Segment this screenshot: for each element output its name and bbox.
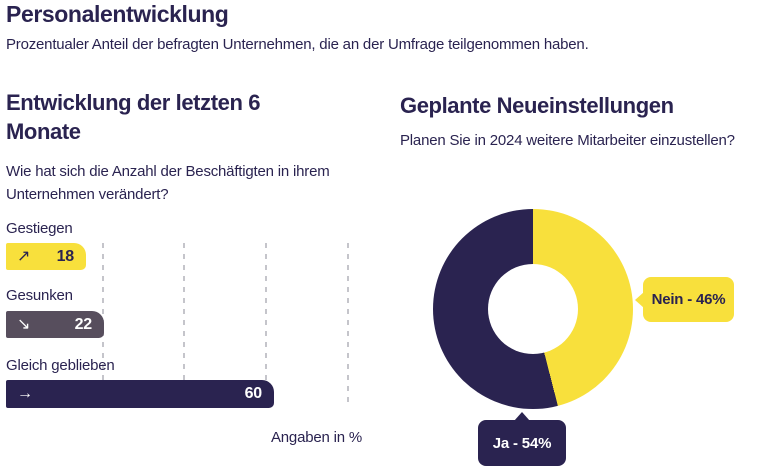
bar-gleich-geblieben: → 60	[6, 380, 274, 408]
gridline	[265, 243, 267, 407]
donut-chart-question: Planen Sie in 2024 weitere Mitarbeiter e…	[400, 132, 735, 149]
bar-value: 22	[74, 315, 93, 333]
donut-chart	[433, 209, 633, 409]
donut-chart-title: Geplante Neueinstellungen	[400, 93, 674, 118]
bar-gesunken: ↘ 22	[6, 311, 104, 338]
bar-chart-title: Entwicklung der letzten 6 Monate	[6, 90, 261, 144]
page-title: Personalentwicklung	[6, 1, 229, 27]
gridline	[347, 243, 349, 407]
page-subtitle: Prozentualer Anteil der befragten Untern…	[6, 36, 589, 53]
chart-unit-footnote: Angaben in %	[270, 429, 362, 446]
donut-label-ja: Ja - 54%	[478, 412, 566, 466]
bar-value: 18	[56, 247, 75, 265]
callout-pointer-left-icon	[635, 292, 644, 308]
bar-label-gestiegen: Gestiegen	[6, 220, 73, 237]
callout-pointer-up-icon	[514, 412, 530, 421]
donut-label-nein-text: Nein - 46%	[651, 291, 726, 308]
gridline	[183, 243, 185, 407]
donut-hole	[488, 264, 578, 354]
donut-label-nein: Nein - 46%	[635, 277, 734, 322]
trend-down-icon: ↘	[17, 315, 31, 333]
bar-label-gleich-geblieben: Gleich geblieben	[6, 357, 115, 374]
bar-gestiegen: ↗ 18	[6, 243, 86, 270]
bar-value: 60	[244, 385, 263, 402]
bar-label-gesunken: Gesunken	[6, 287, 73, 304]
bar-chart-question: Wie hat sich die Anzahl der Beschäftigte…	[6, 163, 330, 203]
donut-label-ja-text: Ja - 54%	[492, 434, 552, 452]
trend-up-icon: ↗	[17, 247, 31, 265]
trend-flat-icon: →	[17, 385, 33, 402]
